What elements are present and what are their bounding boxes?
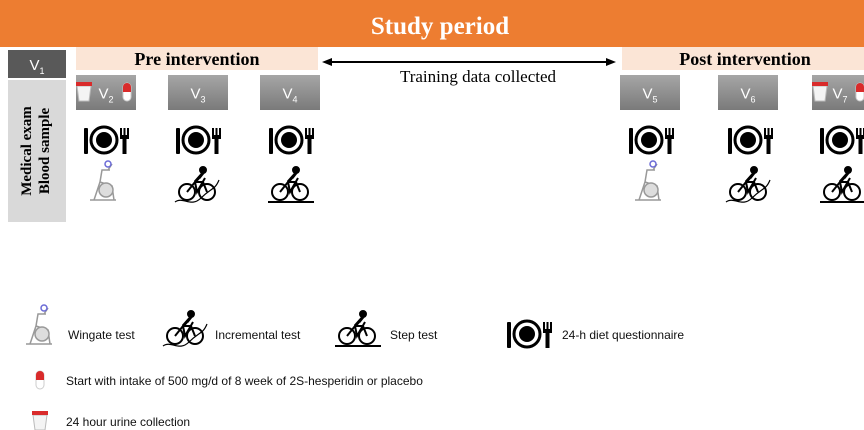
visit-sub: 6: [751, 95, 756, 105]
visit-sub: 1: [40, 66, 45, 76]
visit-sub: 2: [109, 95, 114, 105]
post-label: Post intervention: [679, 49, 810, 69]
side-line2: Blood sample: [37, 108, 53, 195]
visit-letter: V: [29, 57, 39, 74]
visit-sub: 4: [293, 95, 298, 105]
visit-letter: V: [282, 86, 292, 103]
legend-wingate: Wingate test: [68, 328, 135, 342]
legend-urine: 24 hour urine collection: [66, 415, 190, 429]
visit-letter: V: [832, 86, 842, 103]
side-line1: Medical exam: [19, 106, 35, 196]
pre-label: Pre intervention: [134, 49, 259, 69]
visit-letter: V: [740, 86, 750, 103]
visit-letter: V: [190, 86, 200, 103]
visit-sub: 3: [201, 95, 206, 105]
legend-incremental: Incremental test: [215, 328, 301, 342]
legend-diet: 24-h diet questionnaire: [562, 328, 684, 342]
visit-letter: V: [642, 86, 652, 103]
visit-letter: V: [98, 86, 108, 103]
training-label: Training data collected: [400, 67, 557, 86]
legend-step: Step test: [390, 328, 438, 342]
visit-sub: 5: [653, 95, 658, 105]
title: Study period: [371, 13, 509, 40]
diagram: Study period Pre intervention Post inter…: [0, 0, 864, 430]
legend-capsule: Start with intake of 500 mg/d of 8 week …: [66, 374, 423, 388]
visit-sub: 7: [843, 95, 848, 105]
